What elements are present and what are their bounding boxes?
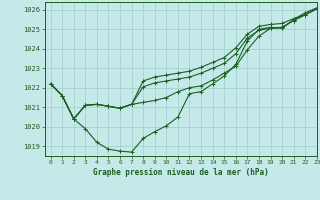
X-axis label: Graphe pression niveau de la mer (hPa): Graphe pression niveau de la mer (hPa) <box>93 168 269 177</box>
